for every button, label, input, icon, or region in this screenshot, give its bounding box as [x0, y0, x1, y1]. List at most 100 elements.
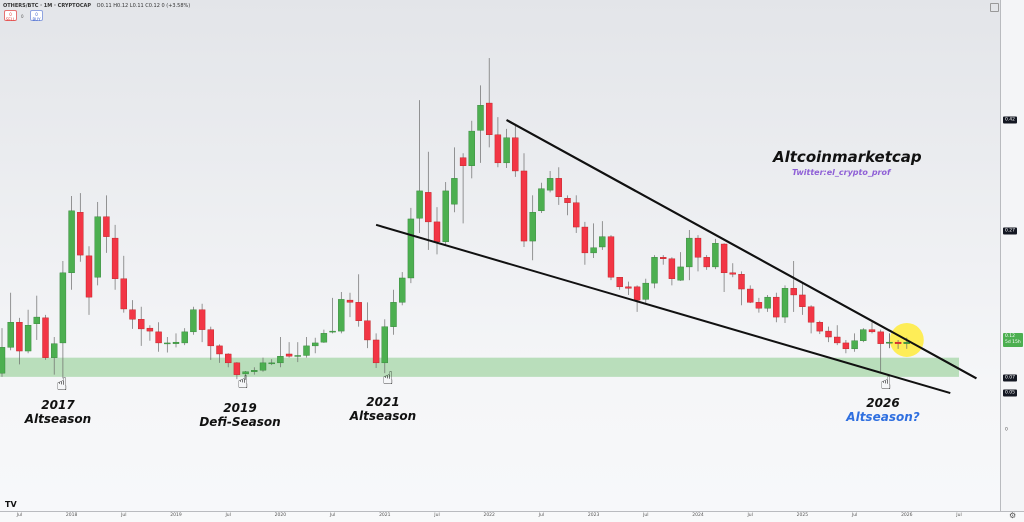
- candle-down: [216, 345, 223, 355]
- candle-down: [120, 278, 128, 310]
- time-tick-label: 2018: [65, 513, 78, 518]
- candle-up: [886, 341, 893, 344]
- buy-button[interactable]: 0 BUY: [30, 10, 43, 22]
- candle-down: [633, 286, 641, 301]
- candle-down: [868, 329, 876, 333]
- candle-up: [712, 243, 719, 268]
- time-tick-label: 2021: [379, 513, 391, 518]
- bar-countdown: 5d 15h: [1005, 339, 1021, 345]
- time-tick-label: 2019: [170, 513, 182, 518]
- annotation-2017: 2017 Altseason: [25, 398, 91, 426]
- candle-down: [807, 306, 815, 323]
- candle-down: [816, 322, 823, 332]
- square-icon[interactable]: [990, 3, 999, 12]
- candle-up: [416, 190, 423, 219]
- candle-up: [24, 325, 32, 352]
- candle-down: [16, 322, 23, 352]
- time-tick-label: 2026: [901, 513, 913, 518]
- candle-down: [103, 216, 110, 237]
- time-tick-label: 2020: [274, 513, 287, 518]
- watermark-title: Altcoinmarketcap: [773, 148, 922, 166]
- ohlc-readout: O0.11 H0.12 L0.11 C0.12 0 (+3.58%): [96, 3, 191, 9]
- candle-down: [790, 288, 797, 296]
- current-price-label: 0.12 5d 15h: [1003, 332, 1023, 347]
- annotation-2019: 2019 Defi-Season: [199, 401, 280, 429]
- candle-down: [799, 294, 806, 307]
- current-price: 0.12: [1005, 333, 1016, 339]
- candle-down: [77, 212, 84, 256]
- candle-down: [773, 296, 780, 318]
- candle-up: [468, 130, 475, 166]
- candle-up: [338, 299, 345, 332]
- candle-down: [581, 226, 589, 254]
- watermark-twitter: Twitter:el_crypto_prof: [792, 168, 891, 177]
- candle-down: [346, 299, 354, 303]
- candle-up: [33, 316, 40, 324]
- candle-up: [686, 237, 693, 268]
- annotation-label: Altseason: [349, 409, 417, 423]
- candle-up: [303, 345, 310, 356]
- time-tick-label: 2022: [483, 513, 495, 518]
- gear-icon[interactable]: ⚙: [1009, 511, 1017, 520]
- annotation-year: 2017: [41, 398, 75, 412]
- time-tick-label: Jul: [434, 513, 440, 518]
- candle-up: [320, 333, 328, 343]
- candle-up: [407, 218, 415, 279]
- candle-up: [399, 277, 406, 303]
- candle-up: [390, 302, 397, 327]
- buy-price: 0: [35, 12, 38, 17]
- time-tick-label: Jul: [121, 513, 127, 518]
- candle-down: [607, 236, 615, 278]
- annotation-label: Altseason: [24, 412, 92, 426]
- candle-up: [312, 342, 319, 347]
- candle-down: [694, 237, 702, 258]
- sell-button[interactable]: 0 SELL: [4, 10, 17, 22]
- candle-up: [503, 137, 510, 164]
- candle-up: [781, 288, 789, 318]
- candle-down: [720, 243, 728, 274]
- annotation-label: Altseason?: [846, 410, 920, 424]
- candlestick-chart: [0, 58, 977, 395]
- candle-up: [172, 341, 180, 344]
- price-tick-label: 0: [1005, 427, 1008, 433]
- time-axis[interactable]: [0, 511, 1024, 522]
- candle-down: [834, 336, 841, 344]
- candle-down: [668, 258, 676, 279]
- candle-down: [146, 327, 154, 332]
- candle-down: [842, 342, 850, 350]
- price-tick-label: 0.07: [1003, 374, 1018, 382]
- candle-up: [381, 326, 388, 364]
- time-tick-label: 2025: [796, 513, 809, 518]
- candle-up: [903, 341, 910, 344]
- pointing-hand-icon: ☝: [382, 368, 394, 389]
- candle-up: [0, 347, 6, 374]
- candle-up: [268, 362, 275, 365]
- time-tick-label: Jul: [643, 513, 649, 518]
- chart-area[interactable]: [0, 0, 1000, 511]
- buy-label: BUY: [32, 17, 41, 22]
- candle-down: [703, 257, 710, 268]
- candle-down: [285, 353, 293, 357]
- price-tick-label: 0.05: [1003, 389, 1018, 397]
- candle-down: [372, 339, 380, 364]
- candle-up: [164, 342, 171, 345]
- candle-up: [242, 371, 249, 375]
- annotation-year: 2019: [223, 401, 257, 415]
- symbol-title[interactable]: OTHERS/BTC · 1M · CRYPTOCAP: [3, 3, 92, 9]
- candle-up: [599, 236, 606, 248]
- candle-up: [294, 355, 301, 357]
- time-tick-label: 2024: [692, 513, 704, 518]
- candle-up: [59, 272, 67, 344]
- candle-down: [894, 341, 902, 344]
- candle-up: [251, 370, 258, 372]
- pointing-hand-icon: ☝: [237, 372, 249, 393]
- candle-up: [642, 282, 649, 300]
- pointing-hand-icon: ☝: [880, 373, 892, 394]
- candle-down: [573, 202, 580, 228]
- candle-up: [529, 212, 536, 242]
- price-axis[interactable]: [1000, 0, 1024, 511]
- time-tick-label: Jul: [225, 513, 231, 518]
- candle-down: [825, 330, 832, 338]
- candle-down: [459, 157, 467, 166]
- price-tick-label: 0.27: [1003, 227, 1018, 235]
